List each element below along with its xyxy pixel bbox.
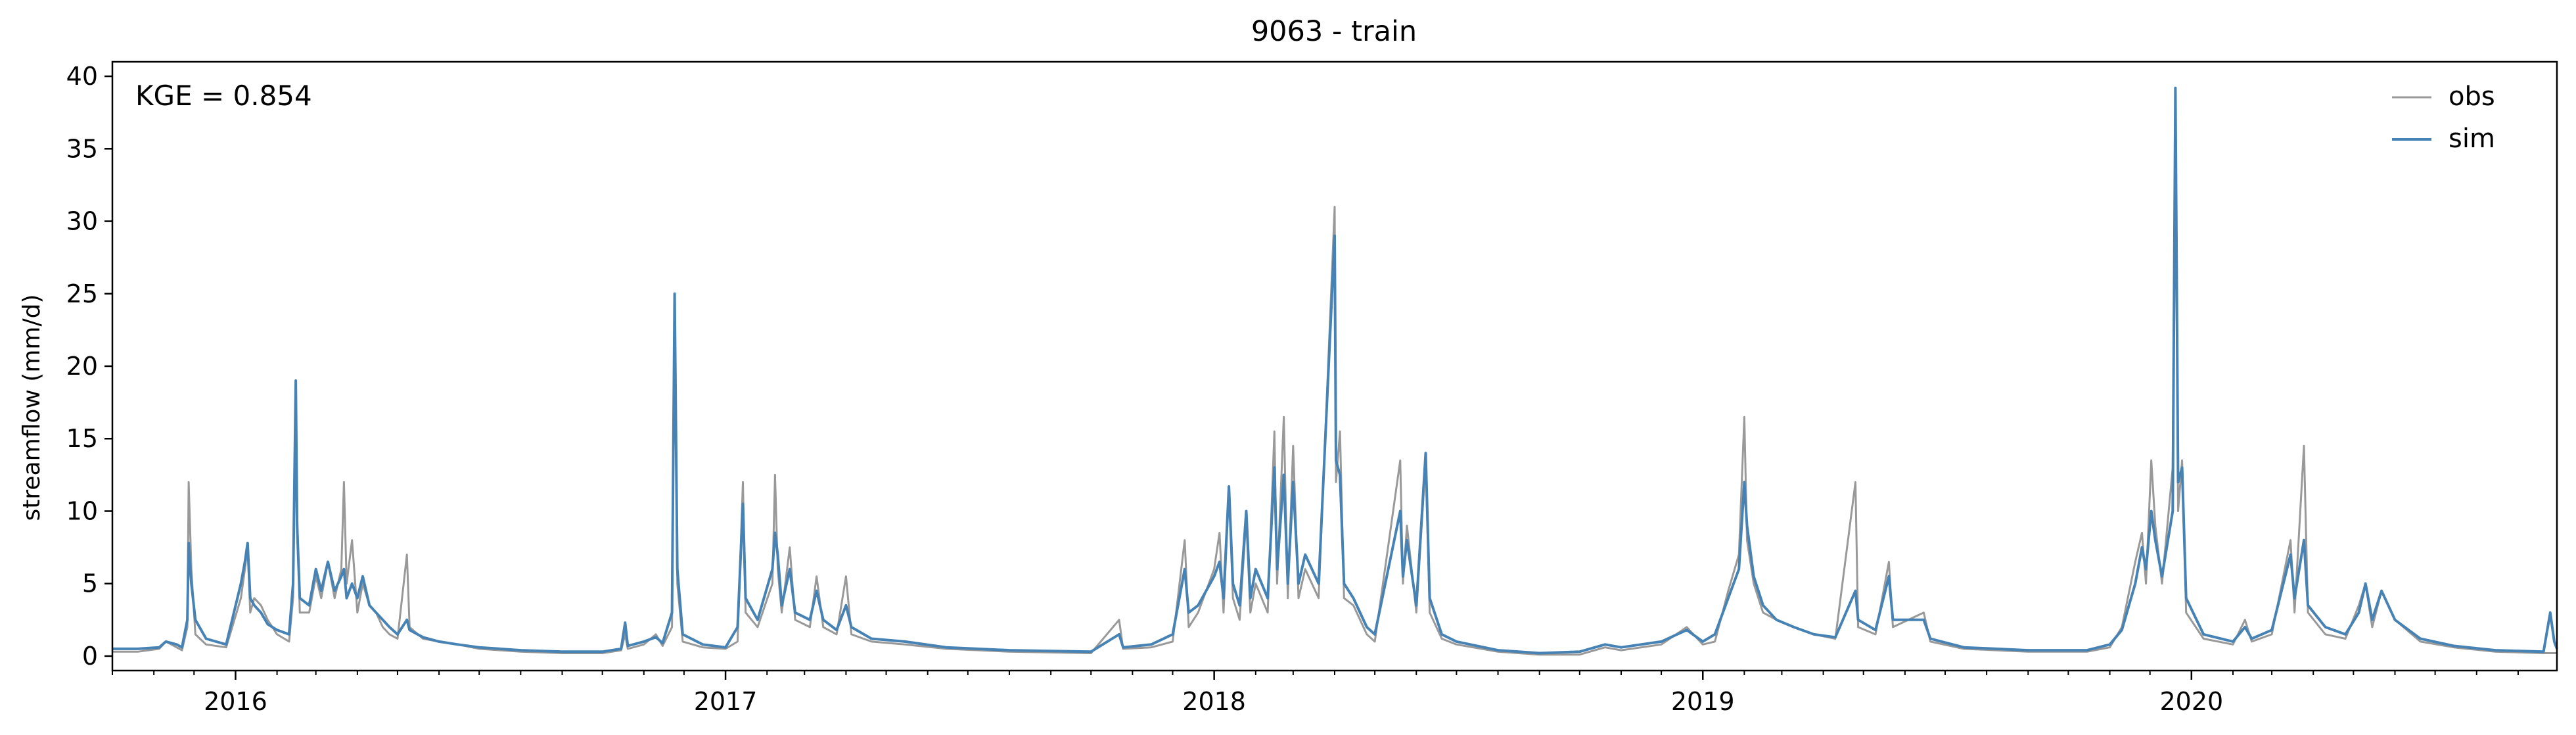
- x-tick-label: 2017: [694, 687, 758, 716]
- y-tick-label: 10: [66, 496, 98, 525]
- y-tick-label: 5: [82, 569, 98, 598]
- legend: obs sim: [2392, 82, 2495, 154]
- axis-ticks: 0 5 10 15 20 25 30 35 40 2016 2017 2018 2019 2020: [66, 62, 2519, 716]
- kge-annotation: KGE = 0.854: [135, 80, 312, 112]
- x-tick-label: 2020: [2159, 687, 2223, 716]
- y-tick-label: 25: [66, 279, 98, 308]
- y-tick-label: 35: [66, 134, 98, 163]
- plot-frame: [111, 60, 2558, 672]
- y-tick-label: 0: [82, 642, 98, 671]
- x-tick-label: 2016: [204, 687, 267, 716]
- x-tick-label: 2019: [1671, 687, 1735, 716]
- y-tick-label: 20: [66, 352, 98, 381]
- y-tick-label: 15: [66, 424, 98, 453]
- x-tick-label: 2018: [1182, 687, 1246, 716]
- series-line-sim: [112, 86, 2558, 655]
- plot-series: [112, 86, 2558, 656]
- y-tick-label: 30: [66, 207, 98, 236]
- legend-sim-label: sim: [2449, 124, 2495, 154]
- y-tick-label: 40: [66, 62, 98, 91]
- chart-title: 9063 - train: [1251, 15, 1417, 48]
- y-axis-label: streamflow (mm/d): [18, 295, 45, 521]
- legend-obs-label: obs: [2449, 82, 2495, 112]
